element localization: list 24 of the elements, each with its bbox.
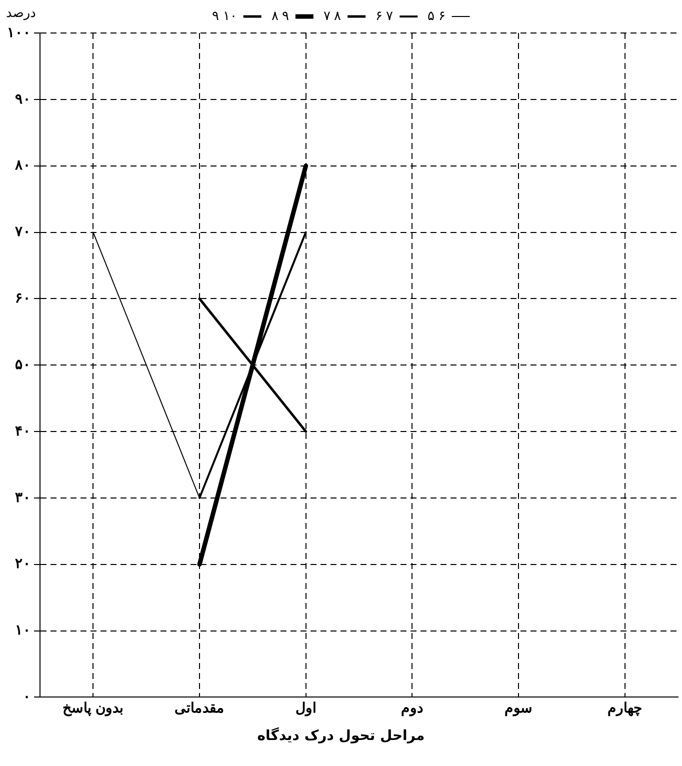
y-tick-label: ۵۰ — [15, 356, 31, 372]
x-tick-label: بدون پاسخ — [62, 699, 124, 716]
y-tick-label: ۸۰ — [14, 156, 31, 173]
y-tick-label: ۴۰ — [15, 422, 31, 438]
x-axis-title: مراحل تحول درک دیدگاه — [256, 728, 426, 744]
x-tick-label: مقدماتی — [174, 699, 224, 716]
y-tick-label: ۹۰ — [15, 90, 31, 106]
x-tick-label: اول — [295, 699, 316, 716]
y-tick-label: ۱۰ — [15, 622, 31, 638]
legend-label: ۷ ۸ — [323, 8, 342, 24]
y-tick-label: ۶۰ — [15, 290, 31, 306]
x-tick-label: چهارم — [607, 699, 642, 716]
legend-label: ۶ ۷ — [376, 8, 394, 24]
y-tick-label: ۳۰ — [15, 488, 31, 505]
x-tick-label: سوم — [504, 699, 532, 716]
y-tick-label: ۱۰۰ — [7, 24, 31, 40]
legend-label: ۸ ۹ — [271, 8, 289, 24]
y-axis-title: درصد — [6, 6, 36, 21]
y-tick-label: ۰ — [23, 688, 31, 704]
legend-label: ۹ ۱۰ — [212, 8, 237, 24]
x-tick-label: دوم — [401, 699, 424, 716]
y-tick-label: ۷۰ — [14, 223, 31, 240]
y-tick-label: ۲۰ — [15, 555, 31, 572]
legend-label: ۵ ۶ — [428, 8, 446, 24]
